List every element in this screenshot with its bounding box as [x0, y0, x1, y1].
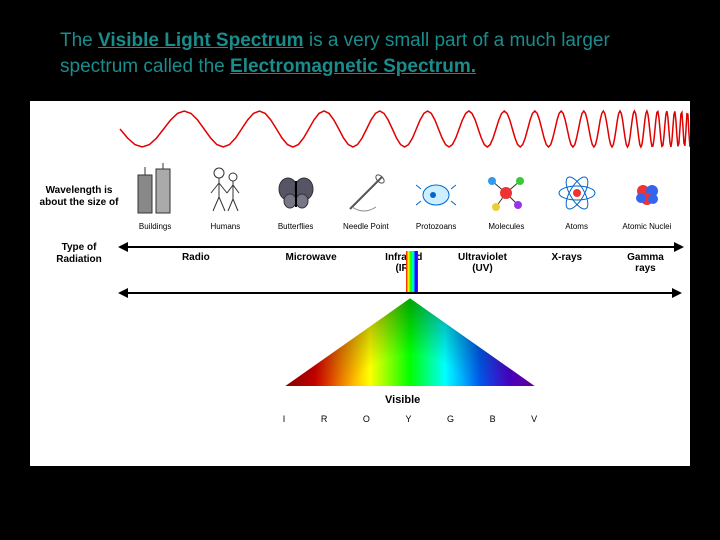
wavelength-item-label: Humans	[210, 222, 240, 231]
atom-icon	[555, 171, 599, 222]
lower-axis-arrow-icon	[120, 292, 680, 294]
radiation-type-name: X-rays	[530, 252, 603, 263]
visible-band-letter: G	[447, 414, 454, 424]
visible-connector	[406, 251, 418, 293]
visible-band-letter: O	[363, 414, 370, 424]
butterfly-icon	[274, 171, 318, 222]
em-spectrum-diagram: Wavelength is about the size of Building…	[30, 101, 690, 466]
radiation-type-name: Microwave	[261, 252, 362, 263]
visible-band-letter: B	[490, 414, 496, 424]
humans-icon	[205, 163, 245, 222]
intro-text: The Visible Light Spectrum is a very sma…	[0, 0, 720, 89]
radiation-type-gamma: Gammarays	[609, 252, 682, 274]
axis-arrow-icon	[120, 246, 682, 248]
visible-band-letter: Y	[405, 414, 411, 424]
buildings-icon	[132, 163, 178, 222]
radiation-row: Type of Radiation Radio Microwave Infrared…	[30, 238, 690, 286]
radiation-type-name: Gamma	[609, 252, 682, 263]
radiation-type-name: Ultraviolet	[446, 252, 519, 263]
radiation-type-sub: (IR)	[367, 263, 440, 274]
radiation-type-microwave: Microwave	[261, 252, 362, 263]
wavelength-item-label: Needle Point	[343, 222, 389, 231]
wavelength-row: Wavelength is about the size of Building…	[30, 156, 690, 238]
wavelength-item-humans: Humans	[190, 163, 260, 231]
wavelength-item-molecule: Molecules	[471, 163, 541, 231]
wavelength-item-label: Buildings	[139, 222, 171, 231]
visible-spectrum-area: Visible I R O Y G B V	[120, 286, 680, 436]
radiation-type-x-rays: X-rays	[530, 252, 603, 263]
radiation-type-ultraviolet: Ultraviolet(UV)	[446, 252, 519, 274]
wave-graphic	[30, 101, 690, 156]
wavelength-item-needle: Needle Point	[331, 163, 401, 231]
intro-term2: Electromagnetic Spectrum.	[230, 56, 476, 77]
radiation-type-radio: Radio	[142, 252, 249, 263]
radiation-type-sub: rays	[609, 263, 682, 274]
wavelength-item-label: Butterflies	[278, 222, 314, 231]
visible-band-letter: I	[283, 414, 286, 424]
radiation-type-sub: (UV)	[446, 263, 519, 274]
wavelength-item-protozoan: Protozoans	[401, 163, 471, 231]
wavelength-item-label: Protozoans	[416, 222, 456, 231]
wavelength-item-nucleus: Atomic Nuclei	[612, 163, 682, 231]
radiation-type-name: Radio	[142, 252, 249, 263]
radiation-type-name: Infrared	[367, 252, 440, 263]
wavelength-item-atom: Atoms	[542, 163, 612, 231]
visible-sub-axis: IROYGBV	[265, 414, 555, 424]
visible-band-letter: V	[531, 414, 537, 424]
radiation-axis: Radio Microwave Infrared(IR) Ultraviolet(UV…	[120, 242, 682, 282]
nucleus-icon	[627, 175, 667, 222]
radiation-row-label: Type of Radiation	[38, 242, 120, 266]
visible-spectrum-triangle	[285, 298, 535, 386]
visible-label: Visible	[385, 394, 420, 406]
intro-term1: Visible Light Spectrum	[98, 30, 304, 51]
radiation-type-infrared: Infrared(IR)	[367, 252, 440, 274]
molecule-icon	[484, 171, 528, 222]
wavelength-row-label: Wavelength is about the size of	[38, 185, 120, 209]
wavelength-item-butterfly: Butterflies	[261, 163, 331, 231]
intro-p1: The	[60, 30, 98, 51]
wavelength-item-label: Atomic Nuclei	[622, 222, 671, 231]
protozoan-icon	[416, 175, 456, 222]
wavelength-item-label: Atoms	[565, 222, 588, 231]
wavelength-item-label: Molecules	[488, 222, 524, 231]
wavelength-item-buildings: Buildings	[120, 163, 190, 231]
needle-icon	[344, 171, 388, 222]
visible-band-letter: R	[321, 414, 328, 424]
